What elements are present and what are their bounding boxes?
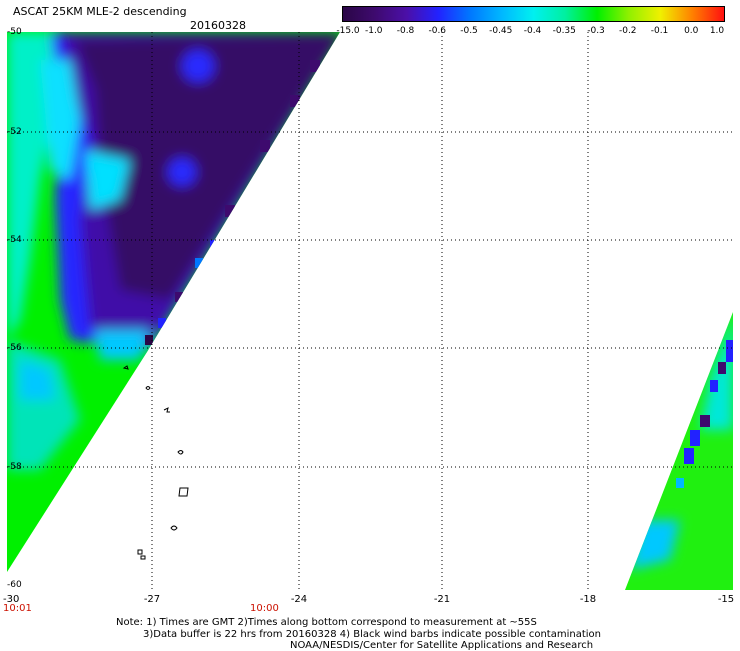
map-date: 20160328	[190, 19, 246, 32]
y-label: -54	[7, 235, 22, 245]
time-mid: 10:00	[250, 603, 279, 614]
colorbar-label: -0.6	[428, 26, 447, 36]
map-plot	[7, 32, 733, 590]
x-label: -18	[579, 594, 597, 605]
colorbar	[342, 6, 725, 22]
colorbar-label: 0.0	[684, 26, 699, 36]
x-label-corner: -30	[3, 594, 20, 605]
colorbar-label: -0.3	[587, 26, 605, 36]
y-label: -58	[7, 462, 22, 472]
left-swath	[7, 32, 340, 572]
x-label: -24	[290, 594, 308, 605]
x-label: -21	[433, 594, 451, 605]
note-line-3: NOAA/NESDIS/Center for Satellite Applica…	[290, 640, 594, 651]
y-label: -50	[7, 27, 22, 37]
time-left: 10:01	[3, 603, 32, 614]
colorbar-label: -15.0	[336, 26, 360, 36]
y-label: -56	[7, 343, 22, 353]
colorbar-label: -0.45	[489, 26, 513, 36]
colorbar-label: -0.1	[650, 26, 669, 36]
note-line-1: Note: 1) Times are GMT 2)Times along bot…	[116, 617, 537, 628]
note-line-2: 3)Data buffer is 22 hrs from 20160328 4)…	[143, 629, 601, 640]
y-label: -52	[7, 127, 22, 137]
map-title: ASCAT 25KM MLE-2 descending	[13, 5, 187, 18]
colorbar-label: -0.35	[552, 26, 576, 36]
colorbar-label: -0.5	[460, 26, 478, 36]
colorbar-label: -0.4	[523, 26, 542, 36]
x-label: -27	[143, 594, 161, 605]
grid	[7, 32, 733, 590]
x-label: -15	[717, 594, 735, 605]
colorbar-label: -1.0	[364, 26, 383, 36]
colorbar-label: 1.0	[709, 26, 725, 36]
coastline-marks	[122, 365, 189, 560]
colorbar-label: -0.8	[396, 26, 415, 36]
colorbar-label: -0.2	[618, 26, 637, 36]
y-label: -60	[7, 580, 22, 590]
